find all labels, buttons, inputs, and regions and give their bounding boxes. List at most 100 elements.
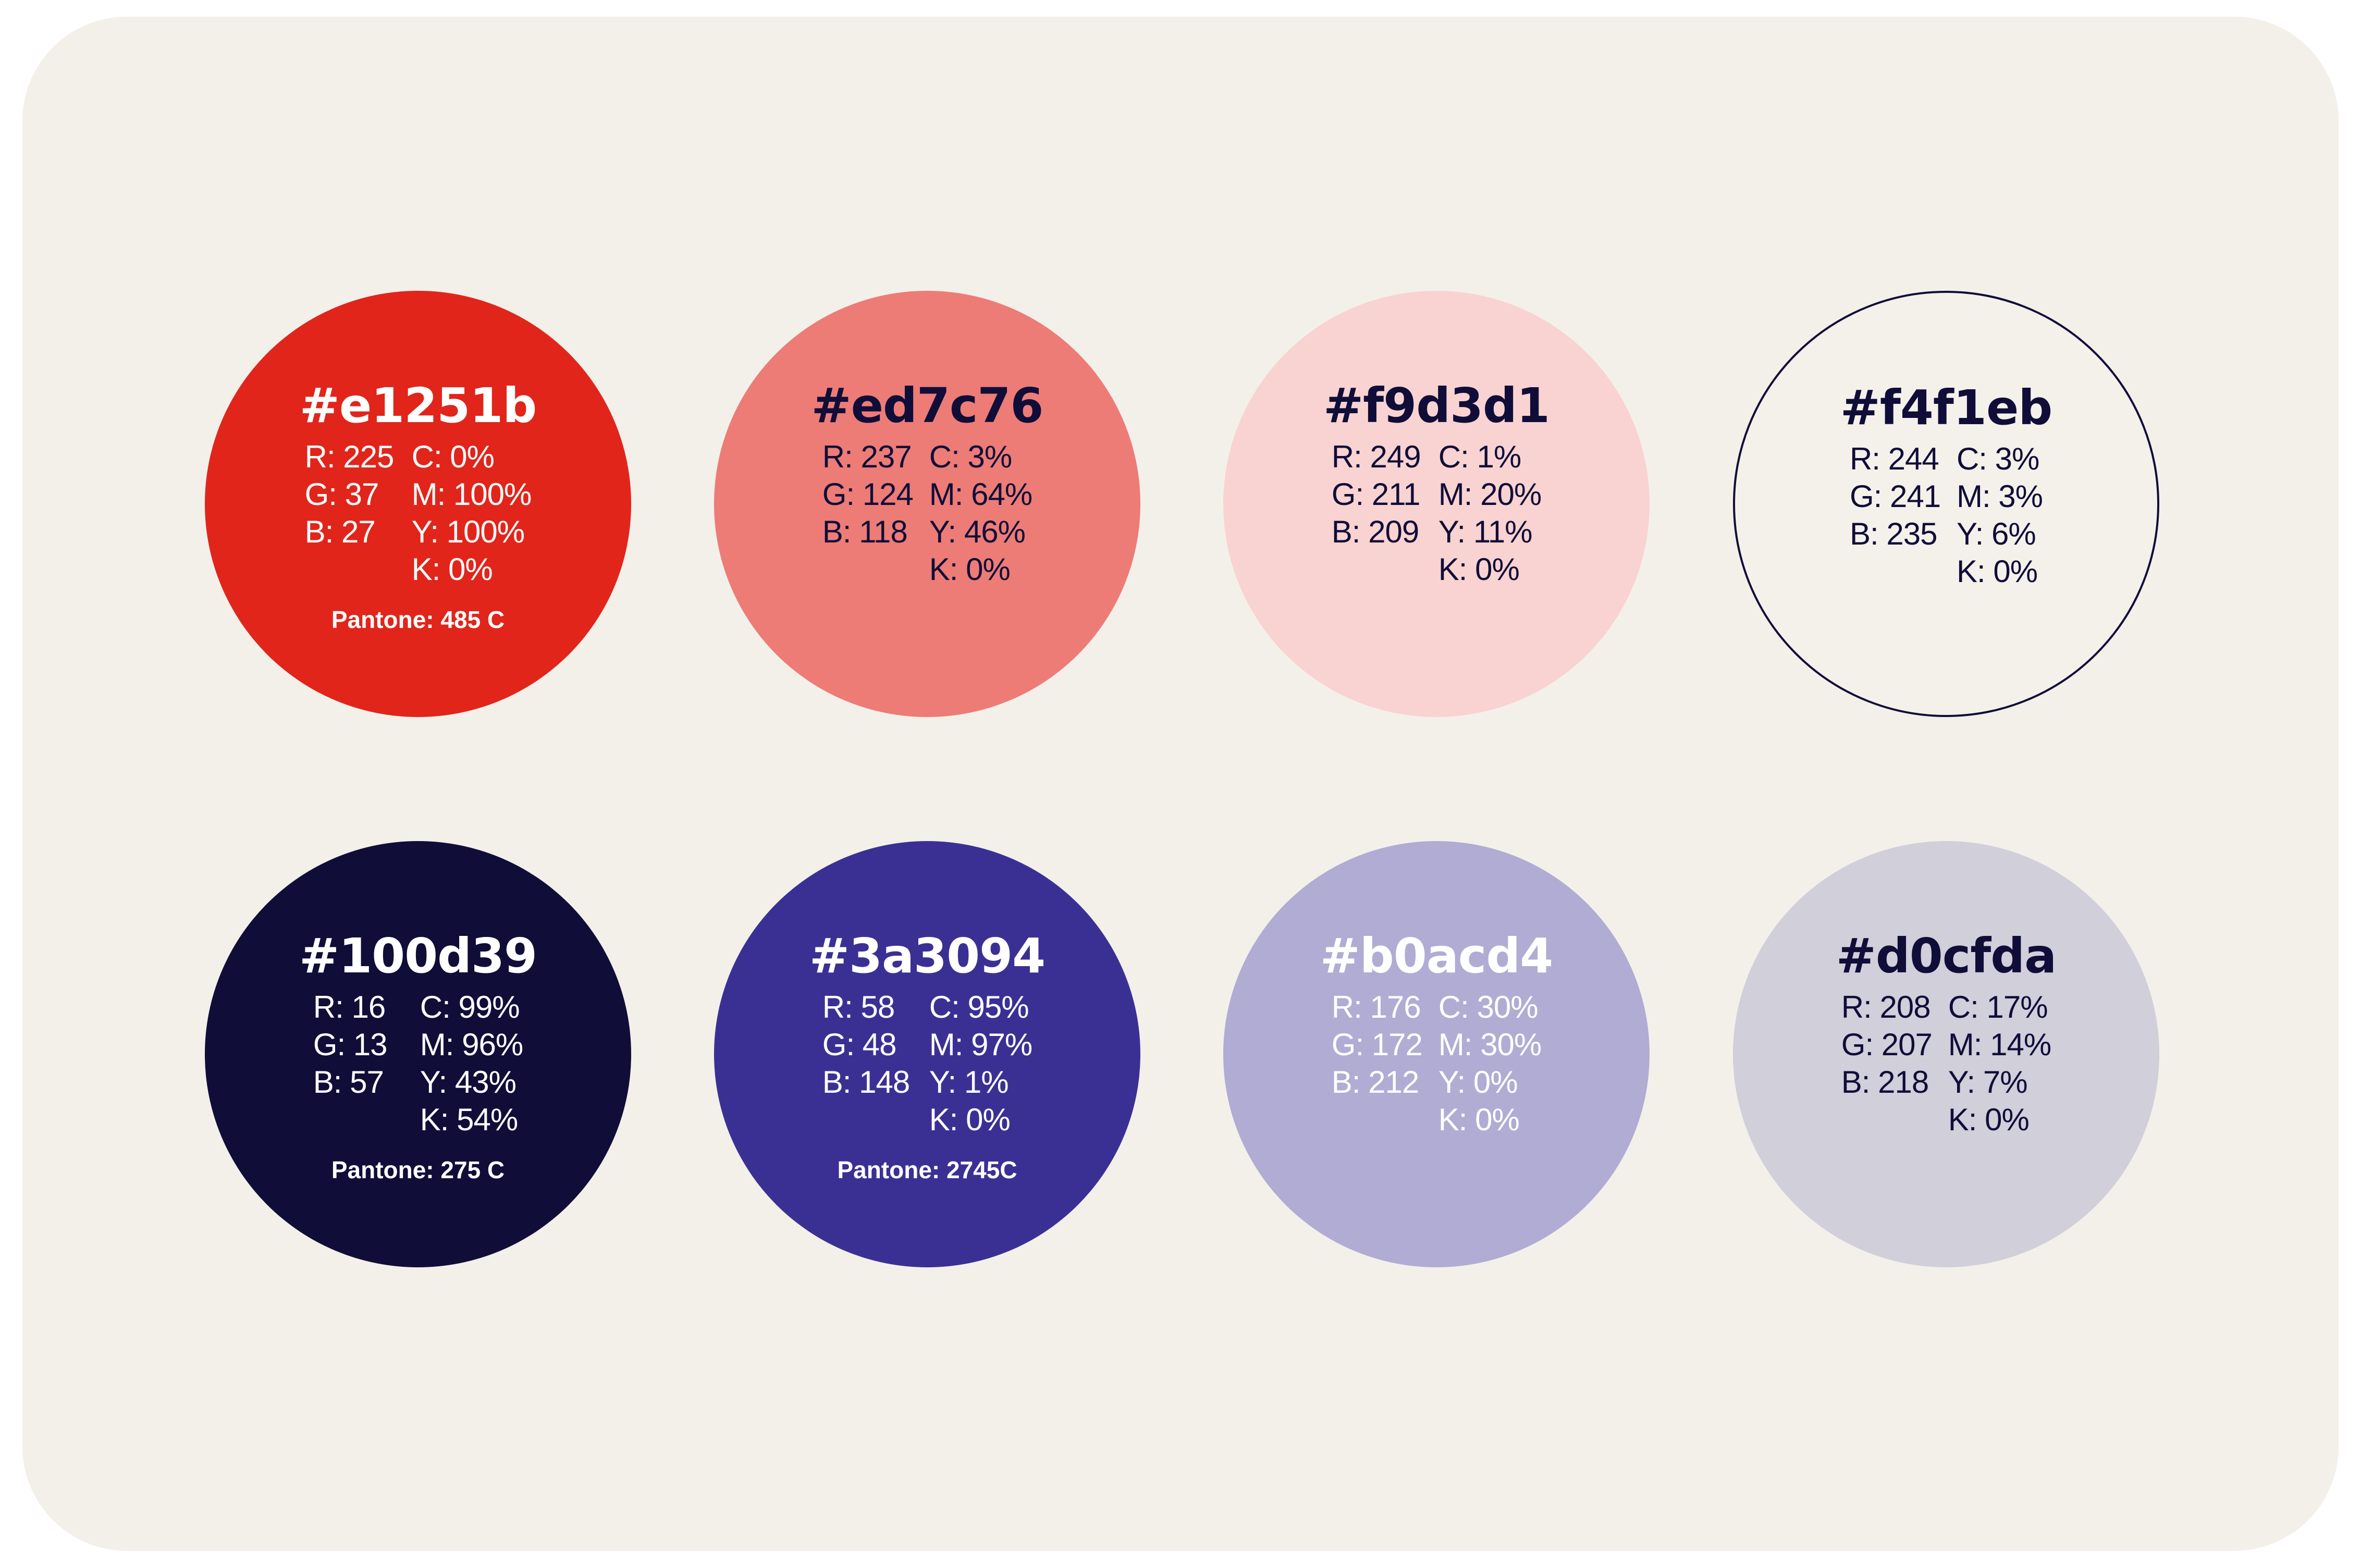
rgb-g: G: 241	[1849, 479, 1941, 514]
palette-card: #e1251b R: 225 G: 37 B: 27 C: 0% M: 100%…	[22, 17, 2339, 1551]
rgb-g: G: 207	[1841, 1027, 1933, 1062]
cmyk-y: Y: 43%	[420, 1065, 517, 1100]
cmyk-k: K: 0%	[1948, 1102, 2030, 1137]
rgb-values: R: 176 G: 172 B: 212	[1332, 989, 1438, 1139]
rgb-values: R: 244 G: 241 B: 235	[1850, 440, 1957, 590]
cmyk-m: M: 14%	[1948, 1027, 2051, 1062]
rgb-r: R: 16	[313, 990, 386, 1024]
rgb-values: R: 237 G: 124 B: 118	[822, 438, 929, 588]
cmyk-values: C: 3% M: 3% Y: 6% K: 0%	[1957, 440, 2043, 590]
cmyk-c: C: 0%	[411, 439, 495, 474]
rgb-g: G: 124	[822, 477, 914, 512]
cmyk-values: C: 30% M: 30% Y: 0% K: 0%	[1438, 989, 1542, 1139]
cmyk-m: M: 64%	[929, 477, 1032, 512]
cmyk-k: K: 0%	[1956, 554, 2038, 589]
cmyk-m: M: 3%	[1956, 479, 2043, 514]
color-values: R: 208 G: 207 B: 218 C: 17% M: 14% Y: 7%…	[1841, 989, 2051, 1139]
pantone-code: Pantone: 485 C	[331, 606, 505, 633]
color-values: R: 176 G: 172 B: 212 C: 30% M: 30% Y: 0%…	[1332, 989, 1542, 1139]
rgb-values: R: 208 G: 207 B: 218	[1841, 989, 1948, 1139]
color-swatch: #f9d3d1 R: 249 G: 211 B: 209 C: 1% M: 20…	[1223, 291, 1650, 717]
color-swatch: #d0cfda R: 208 G: 207 B: 218 C: 17% M: 1…	[1733, 841, 2159, 1267]
rgb-g: G: 48	[822, 1027, 897, 1062]
cmyk-c: C: 3%	[929, 439, 1012, 474]
color-swatch: #e1251b R: 225 G: 37 B: 27 C: 0% M: 100%…	[205, 291, 631, 717]
rgb-b: B: 57	[313, 1065, 384, 1100]
cmyk-c: C: 30%	[1438, 990, 1539, 1024]
color-swatch: #ed7c76 R: 237 G: 124 B: 118 C: 3% M: 64…	[714, 291, 1140, 717]
rgb-g: G: 13	[313, 1027, 388, 1062]
rgb-r: R: 208	[1841, 990, 1931, 1024]
rgb-b: B: 27	[304, 514, 376, 549]
cmyk-c: C: 99%	[420, 990, 520, 1024]
hex-code: #100d39	[299, 928, 537, 984]
cmyk-values: C: 95% M: 97% Y: 1% K: 0%	[929, 989, 1032, 1139]
cmyk-k: K: 0%	[1438, 552, 1520, 587]
rgb-b: B: 218	[1841, 1065, 1929, 1100]
hex-code: #f4f1eb	[1840, 380, 2052, 436]
cmyk-y: Y: 46%	[929, 514, 1026, 549]
rgb-r: R: 225	[304, 439, 395, 474]
cmyk-y: Y: 7%	[1948, 1065, 2028, 1100]
pantone-code: Pantone: 275 C	[331, 1156, 505, 1183]
cmyk-m: M: 96%	[420, 1027, 523, 1062]
hex-code: #3a3094	[809, 928, 1046, 984]
color-swatch: #b0acd4 R: 176 G: 172 B: 212 C: 30% M: 3…	[1223, 841, 1650, 1267]
rgb-g: G: 211	[1331, 477, 1421, 512]
cmyk-k: K: 54%	[420, 1102, 518, 1137]
rgb-r: R: 58	[822, 990, 895, 1024]
cmyk-values: C: 0% M: 100% Y: 100% K: 0%	[412, 438, 532, 588]
cmyk-k: K: 0%	[411, 552, 493, 587]
cmyk-values: C: 1% M: 20% Y: 11% K: 0%	[1438, 438, 1542, 588]
color-values: R: 16 G: 13 B: 57 C: 99% M: 96% Y: 43% K…	[313, 989, 523, 1139]
hex-code: #e1251b	[299, 378, 537, 434]
rgb-b: B: 118	[822, 514, 908, 549]
cmyk-values: C: 99% M: 96% Y: 43% K: 54%	[420, 989, 523, 1139]
cmyk-y: Y: 100%	[411, 514, 525, 549]
rgb-b: B: 209	[1331, 514, 1419, 549]
cmyk-values: C: 17% M: 14% Y: 7% K: 0%	[1948, 989, 2051, 1139]
hex-code: #f9d3d1	[1323, 378, 1550, 434]
rgb-values: R: 225 G: 37 B: 27	[305, 438, 412, 588]
color-values: R: 58 G: 48 B: 148 C: 95% M: 97% Y: 1% K…	[822, 989, 1032, 1139]
rgb-r: R: 244	[1849, 441, 1939, 476]
hex-code: #b0acd4	[1320, 928, 1553, 984]
rgb-values: R: 249 G: 211 B: 209	[1332, 438, 1438, 588]
rgb-r: R: 237	[822, 439, 912, 474]
cmyk-y: Y: 6%	[1956, 516, 2036, 551]
color-values: R: 225 G: 37 B: 27 C: 0% M: 100% Y: 100%…	[305, 438, 532, 588]
rgb-g: G: 37	[304, 477, 379, 512]
cmyk-m: M: 20%	[1438, 477, 1542, 512]
rgb-values: R: 58 G: 48 B: 148	[822, 989, 929, 1139]
cmyk-k: K: 0%	[929, 1102, 1011, 1137]
cmyk-k: K: 0%	[929, 552, 1011, 587]
hex-code: #d0cfda	[1836, 928, 2057, 984]
color-swatch: #f4f1eb R: 244 G: 241 B: 235 C: 3% M: 3%…	[1733, 291, 2159, 717]
cmyk-y: Y: 11%	[1438, 514, 1533, 549]
color-values: R: 249 G: 211 B: 209 C: 1% M: 20% Y: 11%…	[1332, 438, 1542, 588]
cmyk-c: C: 17%	[1948, 990, 2048, 1024]
cmyk-k: K: 0%	[1438, 1102, 1520, 1137]
cmyk-values: C: 3% M: 64% Y: 46% K: 0%	[929, 438, 1032, 588]
rgb-b: B: 235	[1849, 516, 1937, 551]
rgb-b: B: 212	[1331, 1065, 1419, 1100]
color-swatch: #3a3094 R: 58 G: 48 B: 148 C: 95% M: 97%…	[714, 841, 1140, 1267]
cmyk-m: M: 30%	[1438, 1027, 1542, 1062]
cmyk-c: C: 3%	[1956, 441, 2039, 476]
cmyk-c: C: 95%	[929, 990, 1029, 1024]
cmyk-y: Y: 1%	[929, 1065, 1009, 1100]
rgb-g: G: 172	[1331, 1027, 1423, 1062]
color-values: R: 244 G: 241 B: 235 C: 3% M: 3% Y: 6% K…	[1850, 440, 2043, 590]
rgb-r: R: 176	[1331, 990, 1421, 1024]
cmyk-m: M: 100%	[411, 477, 532, 512]
cmyk-c: C: 1%	[1438, 439, 1521, 474]
rgb-b: B: 148	[822, 1065, 910, 1100]
pantone-code: Pantone: 2745C	[837, 1156, 1017, 1183]
cmyk-y: Y: 0%	[1438, 1065, 1518, 1100]
rgb-values: R: 16 G: 13 B: 57	[313, 989, 420, 1139]
cmyk-m: M: 97%	[929, 1027, 1032, 1062]
color-swatch: #100d39 R: 16 G: 13 B: 57 C: 99% M: 96% …	[205, 841, 631, 1267]
color-values: R: 237 G: 124 B: 118 C: 3% M: 64% Y: 46%…	[822, 438, 1032, 588]
hex-code: #ed7c76	[811, 378, 1044, 434]
rgb-r: R: 249	[1331, 439, 1421, 474]
